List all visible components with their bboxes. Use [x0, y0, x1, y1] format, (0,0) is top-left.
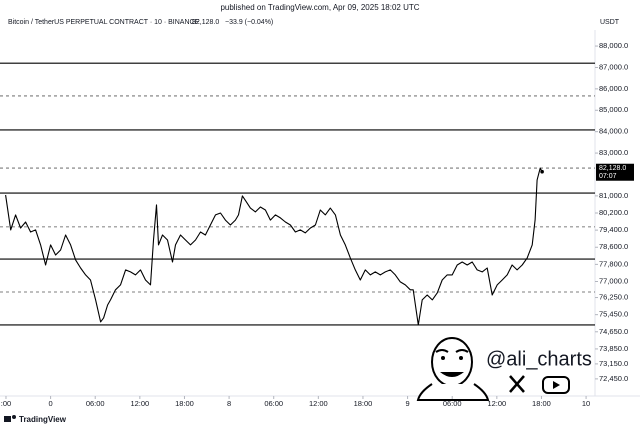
y-tick-label: 78,600.0	[599, 242, 628, 251]
x-tick-label: 10	[582, 399, 590, 408]
price-line	[5, 167, 543, 326]
countdown: 07:07	[599, 173, 617, 180]
x-tick-label: 06:00	[264, 399, 283, 408]
quote-change: −33.9 (−0.04%)	[225, 19, 273, 26]
last-price-label: 82,128.0	[599, 165, 626, 172]
y-tick-label: 88,000.0	[599, 41, 628, 50]
x-tick-label: 18:00	[175, 399, 194, 408]
y-tick-label: 87,000.0	[599, 62, 628, 71]
social-icons	[509, 375, 570, 394]
x-tick-label: 06:00	[443, 399, 462, 408]
x-tick-label: 12:00	[130, 399, 149, 408]
chart-title: Bitcoin / TetherUS PERPETUAL CONTRACT · …	[8, 19, 200, 26]
y-tick-label: 77,000.0	[599, 276, 628, 285]
y-tick-label: 80,200.0	[599, 208, 628, 217]
brand: TradingView	[19, 415, 67, 424]
last-price-box	[596, 163, 634, 181]
y-tick-label: 73,850.0	[599, 344, 628, 353]
x-tick-label: 18:00	[354, 399, 373, 408]
x-tick-label: :00	[1, 399, 11, 408]
x-tick-label: 0	[49, 399, 53, 408]
y-tick-label: 72,450.0	[599, 374, 628, 383]
x-tick-label: 8	[227, 399, 231, 408]
published-note: published on TradingView.com, Apr 09, 20…	[220, 3, 419, 12]
y-tick-label: 84,000.0	[599, 127, 628, 136]
y-tick-label: 74,650.0	[599, 327, 628, 336]
x-tick-label: 06:00	[86, 399, 105, 408]
quote-last: 82,128.0	[192, 19, 219, 26]
currency: USDT	[600, 19, 620, 26]
y-tick-label: 83,000.0	[599, 148, 628, 157]
brand-logo	[4, 415, 16, 422]
watermark-face	[416, 337, 490, 401]
y-tick-label: 75,450.0	[599, 310, 628, 319]
y-tick-label: 86,000.0	[599, 84, 628, 93]
y-tick-label: 77,800.0	[599, 259, 628, 268]
y-tick-label: 81,000.0	[599, 191, 628, 200]
y-tick-label: 76,250.0	[599, 293, 628, 302]
y-tick-label: 79,400.0	[599, 225, 628, 234]
y-tick-label: 85,000.0	[599, 105, 628, 114]
x-tick-label: 9	[405, 399, 409, 408]
last-point	[540, 169, 544, 174]
y-tick-label: 73,150.0	[599, 359, 628, 368]
x-tick-label: 12:00	[487, 399, 506, 408]
watermark: @ali_charts	[486, 348, 592, 370]
x-tick-label: 18:00	[532, 399, 551, 408]
x-tick-label: 12:00	[309, 399, 328, 408]
